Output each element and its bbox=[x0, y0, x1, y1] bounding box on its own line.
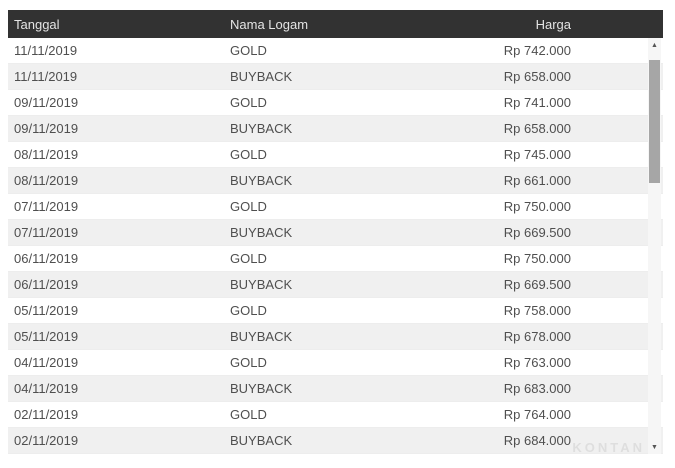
cell-harga: Rp 678.000 bbox=[503, 329, 571, 344]
cell-harga: Rp 669.500 bbox=[503, 225, 571, 240]
scrollbar-thumb[interactable] bbox=[649, 60, 660, 183]
table-row: 02/11/2019 BUYBACK Rp 684.000 bbox=[8, 428, 663, 454]
cell-tanggal: 06/11/2019 bbox=[14, 251, 79, 266]
cell-tanggal: 02/11/2019 bbox=[14, 433, 79, 448]
column-header-harga: Harga bbox=[535, 16, 571, 32]
cell-harga: Rp 683.000 bbox=[503, 381, 571, 396]
cell-tanggal: 04/11/2019 bbox=[14, 381, 79, 396]
table-row: 07/11/2019 BUYBACK Rp 669.500 bbox=[8, 220, 663, 246]
cell-tanggal: 11/11/2019 bbox=[14, 69, 78, 84]
table-row: 11/11/2019 BUYBACK Rp 658.000 bbox=[8, 64, 663, 90]
table-row: 08/11/2019 GOLD Rp 745.000 bbox=[8, 142, 663, 168]
table-row: 04/11/2019 GOLD Rp 763.000 bbox=[8, 350, 663, 376]
scrollbar-track[interactable] bbox=[648, 52, 661, 440]
column-header-tanggal: Tanggal bbox=[14, 16, 60, 32]
table-row: 05/11/2019 BUYBACK Rp 678.000 bbox=[8, 324, 663, 350]
cell-harga: Rp 741.000 bbox=[503, 95, 571, 110]
scroll-down-icon: ▼ bbox=[651, 443, 658, 451]
cell-harga: Rp 745.000 bbox=[503, 147, 571, 162]
cell-nama-logam: BUYBACK bbox=[230, 121, 293, 136]
cell-nama-logam: GOLD bbox=[230, 147, 267, 162]
scroll-up-button[interactable]: ▲ bbox=[648, 38, 661, 52]
cell-harga: Rp 758.000 bbox=[503, 303, 571, 318]
cell-harga: Rp 750.000 bbox=[503, 251, 571, 266]
table-row: 02/11/2019 GOLD Rp 764.000 bbox=[8, 402, 663, 428]
cell-harga: Rp 763.000 bbox=[503, 355, 571, 370]
cell-harga: Rp 661.000 bbox=[503, 173, 571, 188]
cell-nama-logam: GOLD bbox=[230, 43, 267, 58]
cell-tanggal: 08/11/2019 bbox=[14, 147, 79, 162]
gold-price-table: Tanggal Nama Logam Harga 11/11/2019 GOLD R… bbox=[8, 10, 663, 455]
scroll-down-button[interactable]: ▼ bbox=[648, 440, 661, 454]
table-row: 04/11/2019 BUYBACK Rp 683.000 bbox=[8, 376, 663, 402]
cell-nama-logam: BUYBACK bbox=[230, 433, 293, 448]
table-header-row: Tanggal Nama Logam Harga bbox=[8, 10, 663, 38]
cell-tanggal: 05/11/2019 bbox=[14, 303, 79, 318]
cell-tanggal: 04/11/2019 bbox=[14, 355, 79, 370]
column-header-nama-logam: Nama Logam bbox=[230, 16, 309, 32]
cell-harga: Rp 658.000 bbox=[503, 121, 571, 136]
cell-nama-logam: BUYBACK bbox=[230, 69, 293, 84]
cell-tanggal: 08/11/2019 bbox=[14, 173, 79, 188]
cell-tanggal: 07/11/2019 bbox=[14, 199, 79, 214]
cell-tanggal: 09/11/2019 bbox=[14, 95, 79, 110]
table-row: 07/11/2019 GOLD Rp 750.000 bbox=[8, 194, 663, 220]
table-row: 06/11/2019 GOLD Rp 750.000 bbox=[8, 246, 663, 272]
table-body: 11/11/2019 GOLD Rp 742.000 11/11/2019 BUYBAC… bbox=[8, 38, 663, 454]
cell-nama-logam: GOLD bbox=[230, 251, 267, 266]
cell-harga: Rp 658.000 bbox=[503, 69, 571, 84]
table-row: 05/11/2019 GOLD Rp 758.000 bbox=[8, 298, 663, 324]
cell-nama-logam: GOLD bbox=[230, 303, 267, 318]
cell-nama-logam: BUYBACK bbox=[230, 173, 293, 188]
vertical-scrollbar[interactable]: ▲ ▼ bbox=[648, 38, 661, 454]
cell-nama-logam: GOLD bbox=[230, 95, 267, 110]
cell-harga: Rp 742.000 bbox=[503, 43, 571, 58]
scroll-up-icon: ▲ bbox=[651, 41, 658, 49]
cell-harga: Rp 750.000 bbox=[503, 199, 571, 214]
table-row: 06/11/2019 BUYBACK Rp 669.500 bbox=[8, 272, 663, 298]
cell-harga: Rp 669.500 bbox=[503, 277, 571, 292]
cell-nama-logam: GOLD bbox=[230, 355, 267, 370]
cell-nama-logam: GOLD bbox=[230, 199, 267, 214]
cell-nama-logam: BUYBACK bbox=[230, 329, 293, 344]
cell-nama-logam: GOLD bbox=[230, 407, 267, 422]
cell-tanggal: 02/11/2019 bbox=[14, 407, 79, 422]
cell-harga: Rp 764.000 bbox=[503, 407, 571, 422]
table-row: 08/11/2019 BUYBACK Rp 661.000 bbox=[8, 168, 663, 194]
cell-nama-logam: BUYBACK bbox=[230, 225, 293, 240]
cell-nama-logam: BUYBACK bbox=[230, 381, 293, 396]
cell-nama-logam: BUYBACK bbox=[230, 277, 293, 292]
cell-harga: Rp 684.000 bbox=[503, 433, 571, 448]
table-row: 09/11/2019 GOLD Rp 741.000 bbox=[8, 90, 663, 116]
cell-tanggal: 06/11/2019 bbox=[14, 277, 79, 292]
cell-tanggal: 05/11/2019 bbox=[14, 329, 79, 344]
cell-tanggal: 07/11/2019 bbox=[14, 225, 79, 240]
cell-tanggal: 11/11/2019 bbox=[14, 43, 78, 58]
table-row: 09/11/2019 BUYBACK Rp 658.000 bbox=[8, 116, 663, 142]
table-row: 11/11/2019 GOLD Rp 742.000 bbox=[8, 38, 663, 64]
cell-tanggal: 09/11/2019 bbox=[14, 121, 79, 136]
